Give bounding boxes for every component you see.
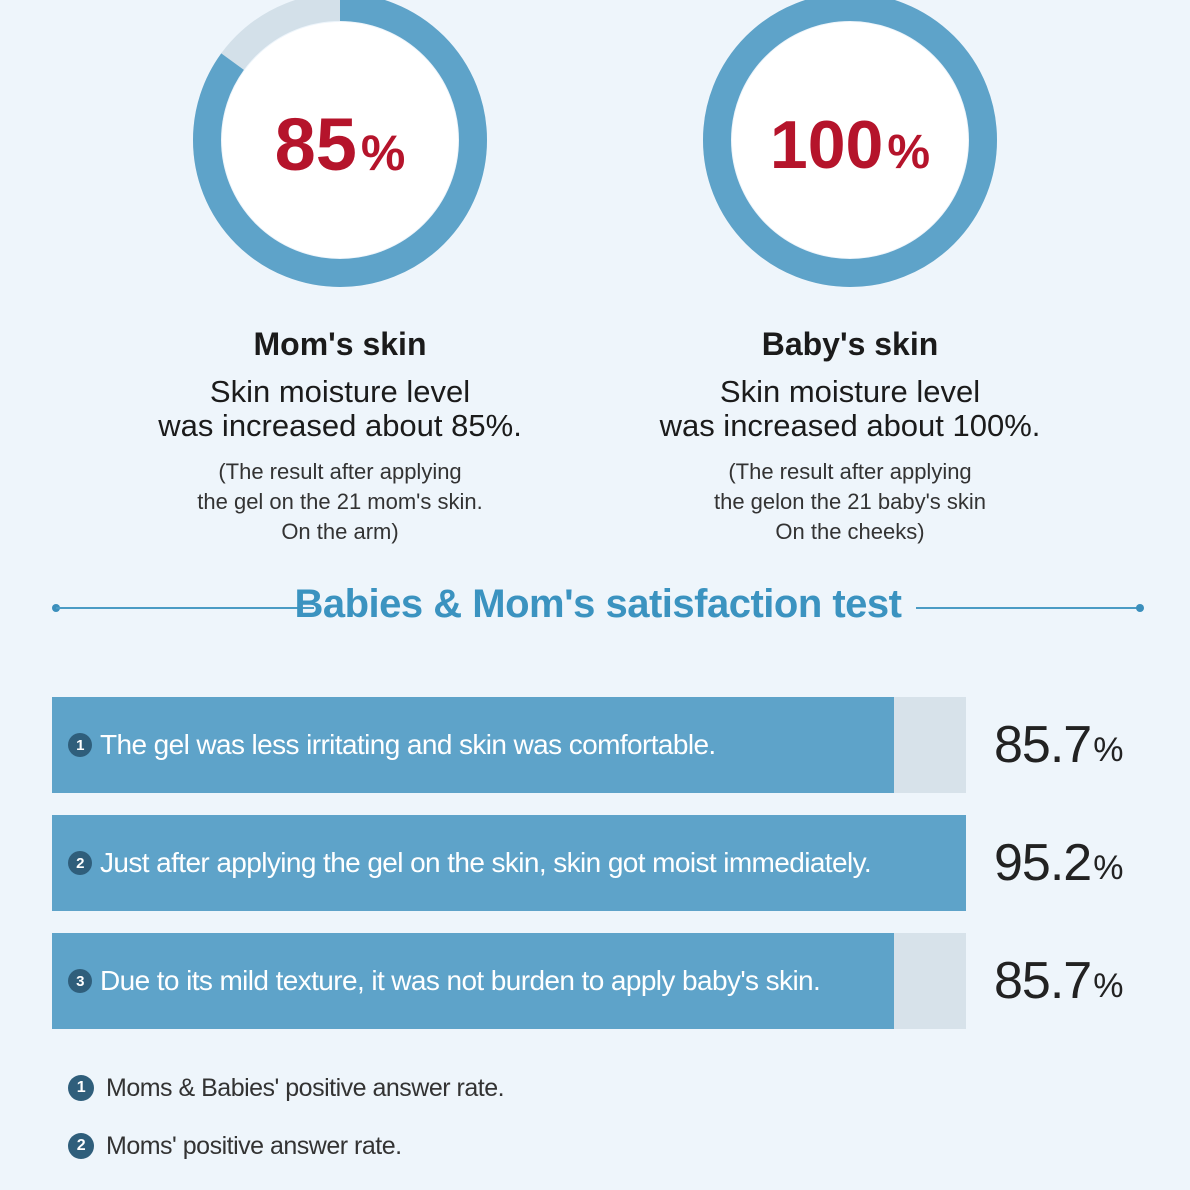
baby-note-line-2: the gelon the 21 baby's skin (713, 489, 987, 514)
baby-note-line-1: (The result after applying (728, 459, 972, 484)
bar-track (52, 815, 966, 911)
bar-value-unit: % (1093, 848, 1124, 887)
number-badge: 2 (68, 851, 92, 875)
mom-skin-panel: 85% Mom's skin Skin moisture level was i… (80, 0, 600, 547)
mom-skin-title: Mom's skin (253, 326, 427, 362)
mom-skin-note: (The result after applying the gel on th… (80, 457, 600, 547)
number-badge: 1 (68, 1075, 94, 1101)
bar-value: 85.7% (994, 697, 1123, 793)
baby-donut-unit: % (887, 126, 930, 179)
mom-note-line-3: On the arm) (281, 519, 399, 544)
bar-fill (52, 933, 894, 1029)
mom-note-line-2: the gel on the 21 mom's skin. (197, 489, 483, 514)
header-left-rule (56, 607, 314, 609)
satisfaction-bar-chart: 1 The gel was less irritating and skin w… (52, 697, 1152, 1051)
bar-label: 2 Just after applying the gel on the ski… (68, 815, 872, 911)
bar-row: 2 Just after applying the gel on the ski… (52, 815, 1152, 911)
footnote-item: 1 Moms & Babies' positive answer rate. (68, 1068, 505, 1108)
baby-skin-description: Skin moisture level was increased about … (590, 375, 1110, 443)
bar-value-number: 85.7 (994, 716, 1092, 774)
mom-donut-unit: % (361, 125, 405, 181)
bar-value-unit: % (1093, 730, 1124, 769)
bar-fill (52, 697, 894, 793)
baby-donut-chart: 100% (703, 0, 997, 287)
mom-donut-number: 85 (275, 103, 357, 186)
mom-desc-line-1: Skin moisture level (209, 374, 471, 409)
bar-row: 1 The gel was less irritating and skin w… (52, 697, 1152, 793)
mom-donut-value: 85% (275, 103, 406, 186)
baby-donut-arc (703, 0, 997, 287)
bar-label: 1 The gel was less irritating and skin w… (68, 697, 716, 793)
baby-desc-line-2: was increased about 100%. (659, 408, 1041, 443)
number-badge: 3 (68, 969, 92, 993)
baby-desc-line-1: Skin moisture level (719, 374, 981, 409)
bar-value-unit: % (1093, 966, 1124, 1005)
header-right-rule (916, 607, 1140, 609)
mom-donut-arc (193, 0, 487, 287)
footnote-item: 2 Moms' positive answer rate. (68, 1126, 504, 1166)
baby-skin-panel: 100% Baby's skin Skin moisture level was… (590, 0, 1110, 547)
satisfaction-section-title: Babies & Mom's satisfaction test (294, 582, 902, 626)
footnote-text: Moms' positive answer rate. (106, 1131, 402, 1160)
bar-value: 85.7% (994, 933, 1123, 1029)
bar-fill (52, 815, 966, 911)
satisfaction-section-header: Babies & Mom's satisfaction test (52, 578, 1144, 638)
footnote-text: Moms & Babies' positive answer rate. (106, 1073, 505, 1102)
mom-note-line-1: (The result after applying (218, 459, 462, 484)
baby-donut-number: 100 (770, 107, 883, 183)
bar-row: 3 Due to its mild texture, it was not bu… (52, 933, 1152, 1029)
number-badge: 1 (68, 733, 92, 757)
mom-skin-description: Skin moisture level was increased about … (80, 375, 600, 443)
baby-skin-title: Baby's skin (761, 326, 939, 362)
header-right-dot (1136, 604, 1144, 612)
number-badge: 2 (68, 1133, 94, 1159)
bar-label: 3 Due to its mild texture, it was not bu… (68, 933, 821, 1029)
footnotes: 1 Moms & Babies' positive answer rate. 2… (68, 1068, 505, 1184)
mom-donut-chart: 85% (193, 0, 487, 287)
baby-skin-note: (The result after applying the gelon the… (590, 457, 1110, 547)
bar-value-number: 85.7 (994, 952, 1092, 1010)
baby-note-line-3: On the cheeks) (775, 519, 925, 544)
bar-value: 95.2% (994, 815, 1123, 911)
bar-value-number: 95.2 (994, 834, 1092, 892)
bar-track (52, 697, 966, 793)
bar-track (52, 933, 966, 1029)
bar-label-text: The gel was less irritating and skin was… (100, 729, 716, 760)
mom-desc-line-2: was increased about 85%. (158, 408, 522, 443)
bar-label-text: Due to its mild texture, it was not burd… (100, 965, 821, 996)
baby-donut-value: 100% (770, 107, 930, 183)
bar-label-text: Just after applying the gel on the skin,… (100, 847, 872, 878)
